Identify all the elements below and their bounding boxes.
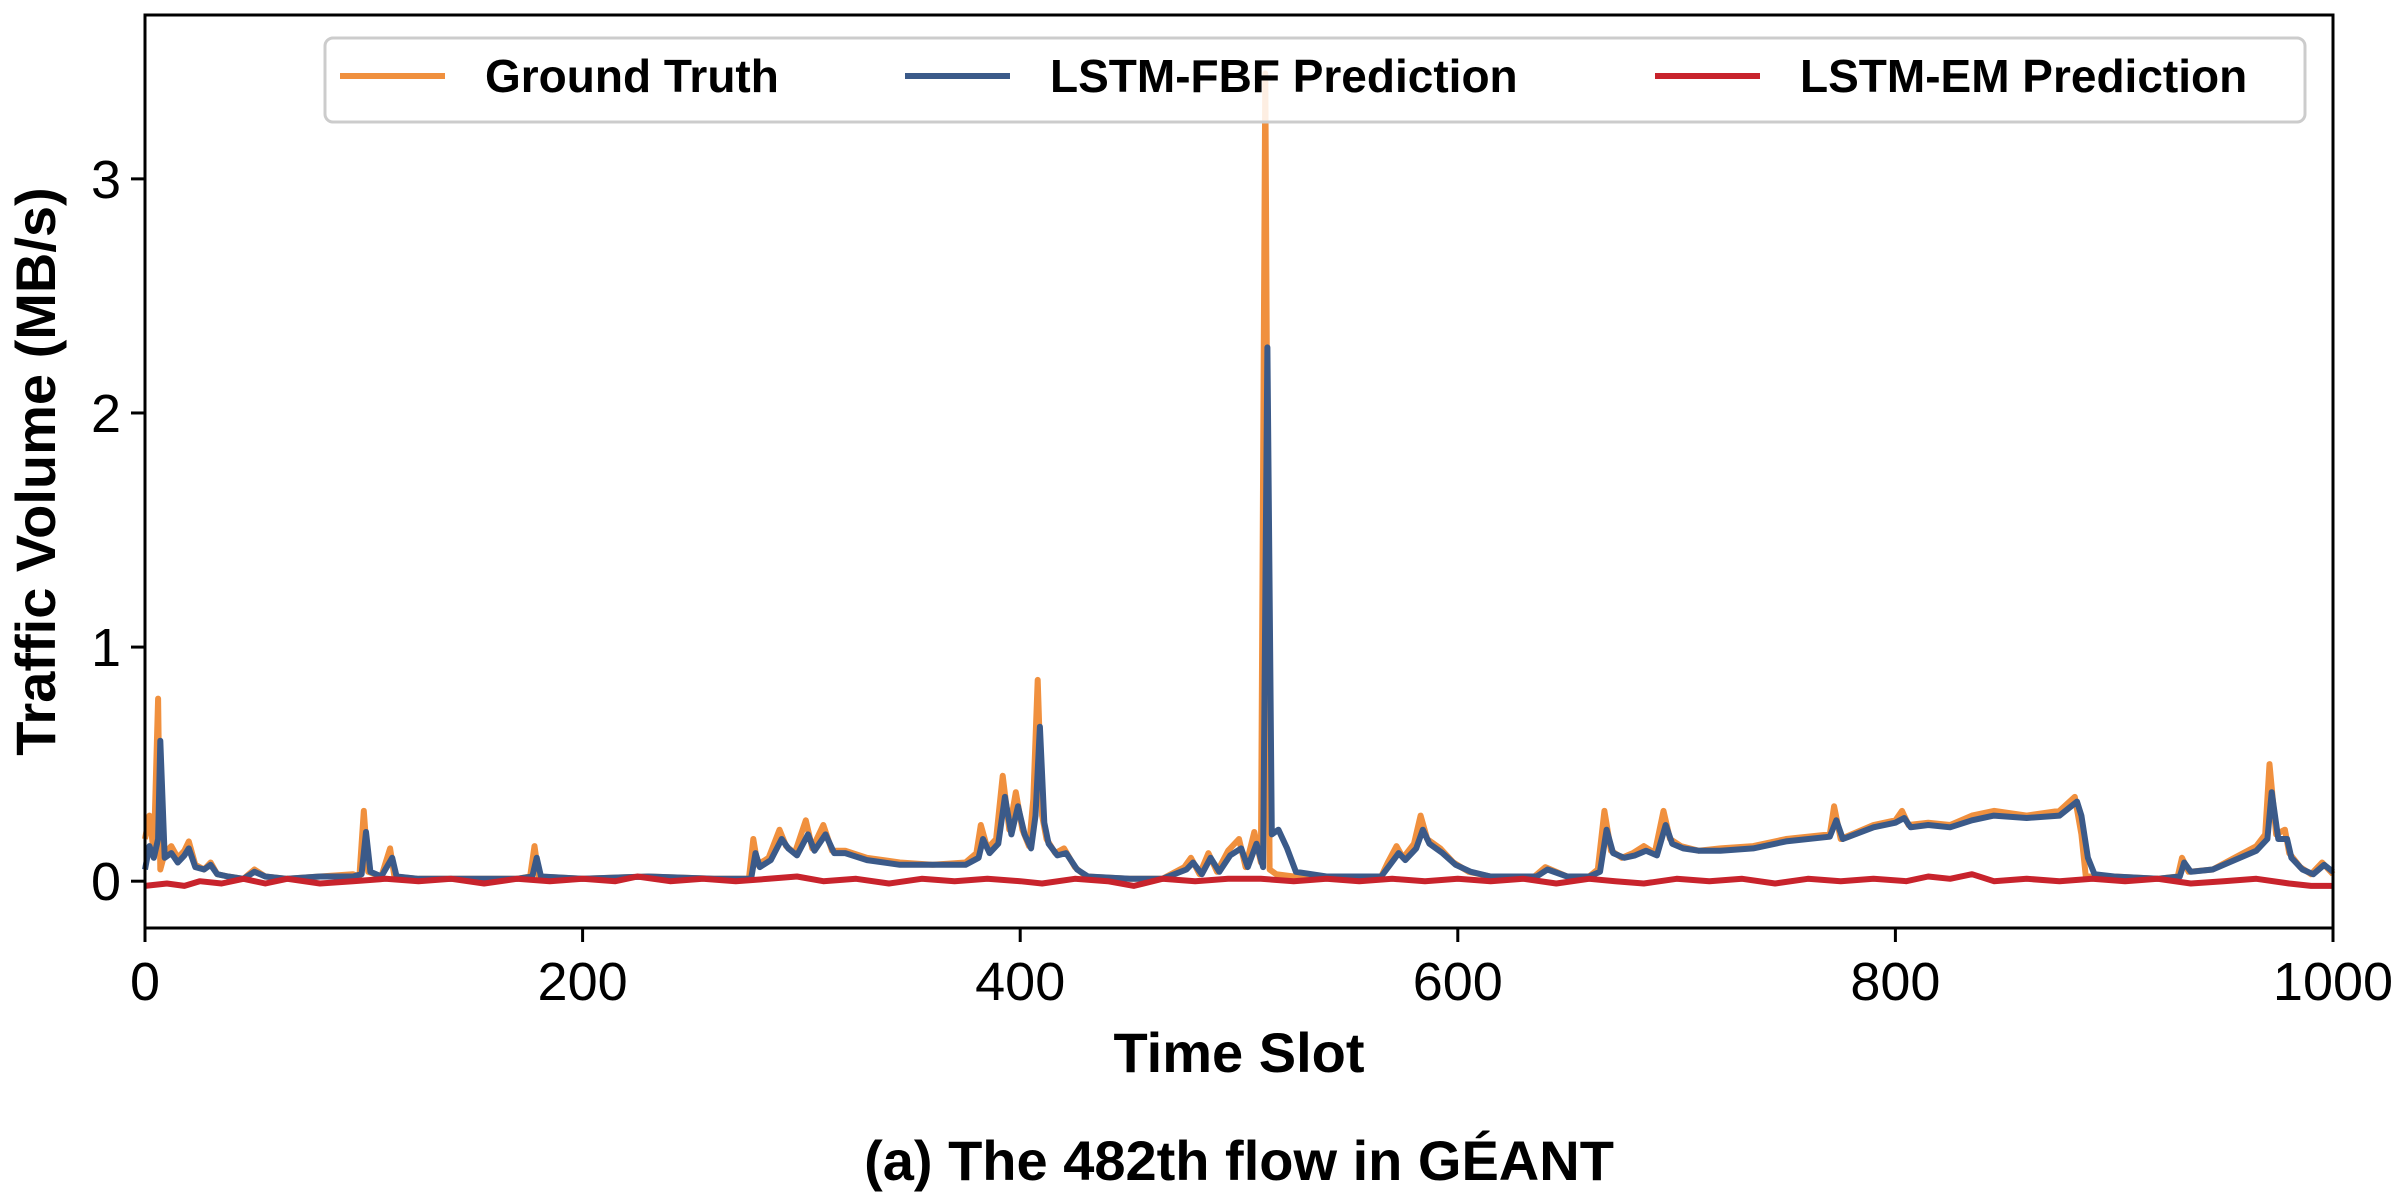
x-axis: 0 200 400 600 800 1000 <box>130 928 2393 1012</box>
legend: Ground Truth LSTM-FBF Prediction LSTM-EM… <box>323 36 2307 124</box>
plot-frame <box>143 13 2335 930</box>
x-tick-label: 1000 <box>2273 952 2393 1012</box>
legend-label-lstm-em: LSTM-EM Prediction <box>1800 50 2247 102</box>
x-tick-label: 800 <box>1850 952 1940 1012</box>
legend-label-lstm-fbf: LSTM-FBF Prediction <box>1050 50 1518 102</box>
y-tick-label: 3 <box>91 150 121 210</box>
series-line-lstm-em-prediction <box>144 871 2333 889</box>
x-tick-label: 0 <box>130 952 160 1012</box>
y-tick-label: 0 <box>91 852 121 912</box>
x-axis-label: Time Slot <box>1113 1021 1364 1084</box>
series-line-lstm-fbf-prediction <box>142 344 2335 882</box>
series-layer <box>142 70 2336 889</box>
x-tick-label: 400 <box>975 952 1065 1012</box>
y-tick-label: 1 <box>91 618 121 678</box>
x-tick-label: 200 <box>538 952 628 1012</box>
legend-label-ground-truth: Ground Truth <box>485 50 779 102</box>
legend-box <box>323 36 2307 124</box>
figure-caption: (a) The 482th flow in GÉANT <box>864 1129 1614 1192</box>
y-axis: 0 1 2 3 <box>91 150 145 912</box>
y-axis-label: Traffic Volume (MB/s) <box>4 187 67 755</box>
x-tick-label: 600 <box>1413 952 1503 1012</box>
series-line-ground-truth <box>142 70 2336 882</box>
y-tick-label: 2 <box>91 384 121 444</box>
